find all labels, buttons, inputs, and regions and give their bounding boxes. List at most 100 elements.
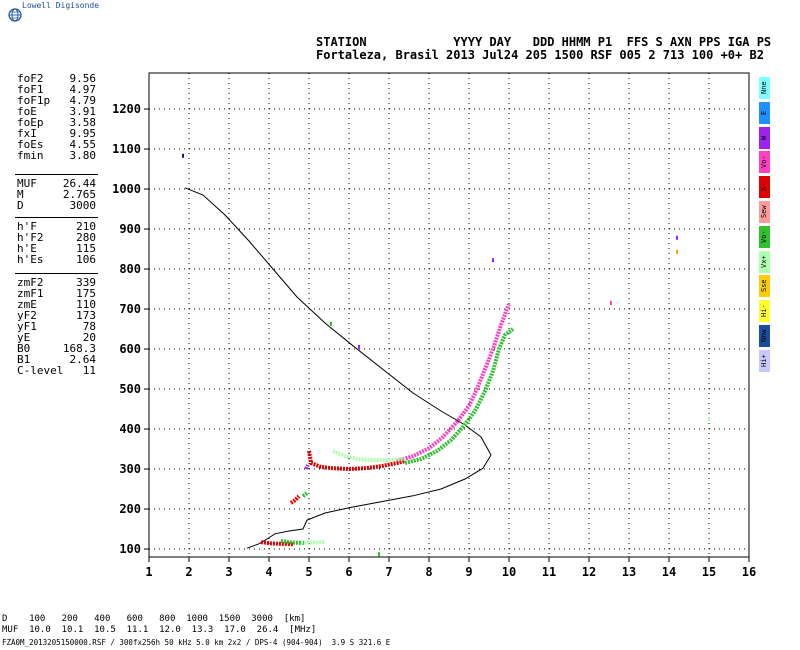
param-value: 115 — [76, 242, 96, 255]
globe-icon — [8, 8, 22, 22]
param-label: foF1 — [17, 83, 44, 96]
param-value: 175 — [76, 287, 96, 300]
param-label: fxI — [17, 127, 37, 140]
param-label: foE — [17, 105, 37, 118]
echo-trace — [301, 539, 326, 545]
y-tick-label: 900 — [119, 222, 141, 236]
param-value: 9.56 — [69, 72, 97, 85]
param-label: B0 — [17, 342, 31, 355]
param-value: 4.79 — [69, 94, 97, 107]
param-value: 2.765 — [62, 188, 96, 201]
param-value: 3.58 — [69, 116, 97, 129]
echo-trace — [260, 540, 294, 547]
echo-point — [708, 417, 710, 421]
legend-item: Vo- — [759, 151, 770, 174]
echo-trace — [289, 494, 301, 505]
param-label: h'F2 — [17, 231, 44, 244]
x-tick-label: 3 — [225, 565, 232, 579]
plot-frame — [148, 72, 750, 558]
param-label: zmF2 — [17, 276, 44, 289]
param-label: fmin — [17, 149, 44, 162]
echo-point — [182, 153, 184, 158]
echo-point — [676, 235, 678, 240]
y-tick-label: 400 — [119, 422, 141, 436]
param-label: B1 — [17, 353, 31, 366]
legend-item: Sew — [759, 201, 770, 223]
legend-item: X- — [759, 176, 770, 199]
legend-item: Hi+ — [759, 349, 770, 372]
param-divider — [15, 174, 98, 175]
param-value: 78 — [82, 320, 96, 333]
legend-item: Nnw — [759, 325, 770, 347]
param-value: 2.64 — [69, 353, 97, 366]
legend-item: Vo- — [759, 225, 770, 248]
param-label: foF2 — [17, 72, 44, 85]
echo-point — [676, 249, 678, 254]
param-value: 9.95 — [69, 127, 97, 140]
param-value: 3000 — [69, 199, 97, 212]
param-label: zmE — [17, 298, 37, 311]
legend-item: Hi- — [759, 300, 770, 323]
param-value: 4.55 — [69, 138, 97, 151]
param-value: 106 — [76, 253, 96, 266]
param-value: 339 — [76, 276, 96, 289]
echo-point — [610, 301, 612, 305]
param-label: foEs — [17, 138, 44, 151]
param-label: foEp — [17, 116, 44, 129]
echo-trace — [304, 464, 310, 470]
echo-point — [378, 552, 380, 557]
param-value: 3.91 — [69, 105, 97, 118]
echo-trace — [301, 491, 309, 498]
legend-item: W — [759, 126, 770, 149]
param-value: 210 — [76, 220, 96, 233]
legend-item: E — [759, 101, 770, 124]
header-line-1: STATION YYYY DAY DDD HHMM P1 FFS S AXN P… — [316, 35, 772, 49]
param-value: 168.3 — [62, 342, 96, 355]
x-tick-label: 15 — [702, 565, 716, 579]
x-tick-label: 12 — [582, 565, 596, 579]
param-label: MUF — [17, 177, 37, 190]
y-tick-label: 1200 — [112, 102, 141, 116]
param-label: foF1p — [17, 94, 51, 107]
param-divider — [15, 273, 98, 274]
x-tick-label: 2 — [185, 565, 192, 579]
param-label: D — [17, 199, 24, 212]
x-tick-label: 5 — [305, 565, 312, 579]
y-tick-label: 800 — [119, 262, 141, 276]
param-label: zmF1 — [17, 287, 44, 300]
x-tick-label: 14 — [662, 565, 676, 579]
y-tick-label: 700 — [119, 302, 141, 316]
param-label: yF2 — [17, 309, 37, 322]
param-value: 4.97 — [69, 83, 97, 96]
echo-trace — [404, 327, 515, 465]
param-label: h'Es — [17, 253, 44, 266]
x-tick-label: 1 — [145, 565, 152, 579]
x-tick-label: 6 — [345, 565, 352, 579]
legend-item: Vx+ — [759, 250, 770, 273]
header-line-2: Fortaleza, Brasil 2013 Jul24 205 1500 RS… — [316, 48, 764, 62]
x-tick-label: 8 — [425, 565, 432, 579]
echo-trace — [307, 450, 406, 471]
param-label: yF1 — [17, 320, 37, 333]
x-tick-label: 9 — [465, 565, 472, 579]
muf-row: MUF 10.0 10.1 10.5 11.1 12.0 13.3 17.0 2… — [2, 625, 317, 635]
y-tick-label: 200 — [119, 502, 141, 516]
param-label: h'F — [17, 220, 37, 233]
y-tick-label: 1100 — [112, 142, 141, 156]
x-tick-label: 13 — [622, 565, 636, 579]
echo-trace — [280, 539, 306, 545]
param-value: 11 — [82, 364, 96, 377]
param-label: h'E — [17, 242, 37, 255]
param-value: 3.80 — [69, 149, 97, 162]
x-tick-label: 16 — [742, 565, 756, 579]
echo-point — [492, 258, 494, 263]
x-tick-label: 10 — [502, 565, 516, 579]
y-tick-label: 500 — [119, 382, 141, 396]
distance-row: D 100 200 400 600 800 1000 1500 3000 [km… — [2, 614, 306, 624]
param-value: 173 — [76, 309, 96, 322]
profile-curve — [184, 187, 492, 549]
y-tick-label: 100 — [119, 542, 141, 556]
echo-point — [358, 345, 360, 349]
